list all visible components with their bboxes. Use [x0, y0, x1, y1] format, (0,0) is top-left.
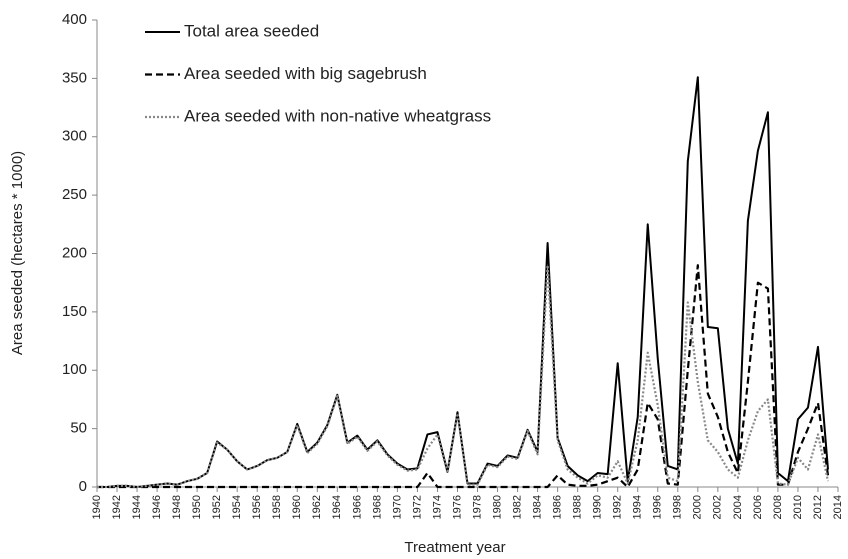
x-tick-label: 1982 [511, 495, 523, 519]
x-tick-label: 1990 [592, 495, 604, 519]
x-tick-label: 1994 [632, 495, 644, 519]
x-axis-label: Treatment year [404, 539, 505, 556]
x-tick-label: 1992 [612, 495, 624, 519]
y-tick-label: 200 [62, 244, 87, 261]
x-tick-label: 2006 [752, 495, 764, 519]
x-tick-label: 1962 [311, 495, 323, 519]
x-tick-label: 2000 [692, 495, 704, 519]
y-axis-label: Area seeded (hectares * 1000) [9, 151, 26, 355]
x-tick-label: 1940 [91, 495, 103, 519]
x-tick-label: 1988 [572, 495, 584, 519]
y-tick-label: 300 [62, 128, 87, 145]
x-tick-label: 1944 [131, 495, 143, 519]
y-tick-label: 150 [62, 303, 87, 320]
x-tick-label: 1952 [211, 495, 223, 519]
x-tick-label: 1960 [291, 495, 303, 519]
y-tick-label: 50 [70, 420, 87, 437]
x-tick-label: 1974 [431, 495, 443, 519]
x-tick-label: 1970 [391, 495, 403, 519]
legend-label: Area seeded with non-native wheatgrass [184, 106, 491, 125]
x-tick-label: 1978 [471, 495, 483, 519]
legend-label: Area seeded with big sagebrush [184, 64, 427, 83]
x-tick-label: 1964 [331, 495, 343, 519]
y-tick-label: 250 [62, 186, 87, 203]
y-tick-label: 400 [62, 11, 87, 28]
x-tick-label: 1942 [111, 495, 123, 519]
x-tick-label: 1986 [552, 495, 564, 519]
x-tick-label: 2010 [792, 495, 804, 519]
x-tick-label: 1966 [351, 495, 363, 519]
y-tick-label: 100 [62, 361, 87, 378]
x-tick-label: 1980 [491, 495, 503, 519]
x-tick-label: 1976 [451, 495, 463, 519]
x-tick-label: 2008 [772, 495, 784, 519]
x-tick-label: 1984 [532, 495, 544, 519]
x-tick-label: 1956 [251, 495, 263, 519]
x-tick-label: 2014 [832, 495, 844, 519]
legend-label: Total area seeded [184, 21, 319, 40]
data-line [97, 264, 830, 489]
x-tick-label: 1946 [151, 495, 163, 519]
x-tick-label: 1968 [371, 495, 383, 519]
data-line [97, 76, 829, 488]
x-tick-label: 1950 [191, 495, 203, 519]
x-tick-label: 1948 [171, 495, 183, 519]
y-tick-label: 0 [79, 478, 87, 495]
y-tick-label: 350 [62, 69, 87, 86]
x-tick-label: 2004 [732, 495, 744, 519]
x-tick-label: 1954 [231, 495, 243, 519]
x-tick-label: 1958 [271, 495, 283, 519]
x-tick-label: 2012 [812, 495, 824, 519]
x-tick-label: 2002 [712, 495, 724, 519]
x-tick-label: 1998 [672, 495, 684, 519]
x-tick-label: 1972 [411, 495, 423, 519]
x-tick-label: 1996 [652, 495, 664, 519]
